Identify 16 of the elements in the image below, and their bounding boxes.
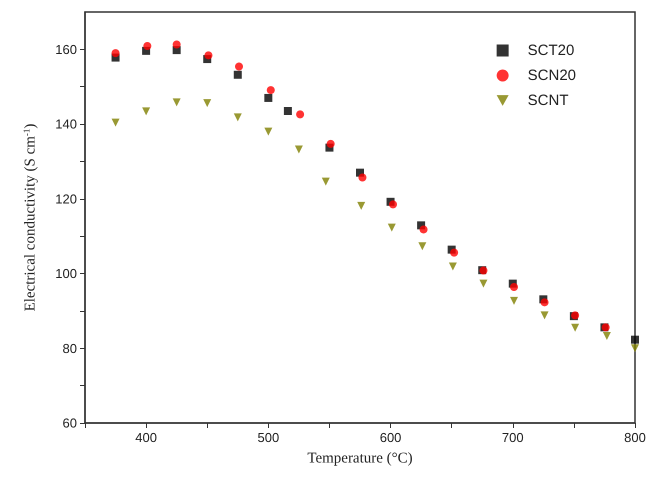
x-tick-label: 700 xyxy=(502,430,524,445)
x-axis-title: Temperature (°C) xyxy=(307,450,413,466)
legend-label: SCN20 xyxy=(528,67,576,84)
y-axis-title: Electrical conductivity (S cm-1) xyxy=(22,124,38,312)
legend-label: SCT20 xyxy=(528,42,574,59)
x-tick-label: 600 xyxy=(380,430,402,445)
x-tick-label: 400 xyxy=(135,430,157,445)
x-tick-label: 800 xyxy=(624,430,646,445)
y-tick-label: 140 xyxy=(55,116,77,132)
y-tick-label: 160 xyxy=(55,42,77,57)
y-tick-label: 80 xyxy=(62,340,77,356)
legend-label: SCNT xyxy=(528,92,568,109)
y-tick-label: 60 xyxy=(62,416,77,430)
y-tick-label: 120 xyxy=(55,191,77,206)
x-tick-label: 500 xyxy=(257,430,280,445)
y-tick-label: 100 xyxy=(55,266,77,282)
